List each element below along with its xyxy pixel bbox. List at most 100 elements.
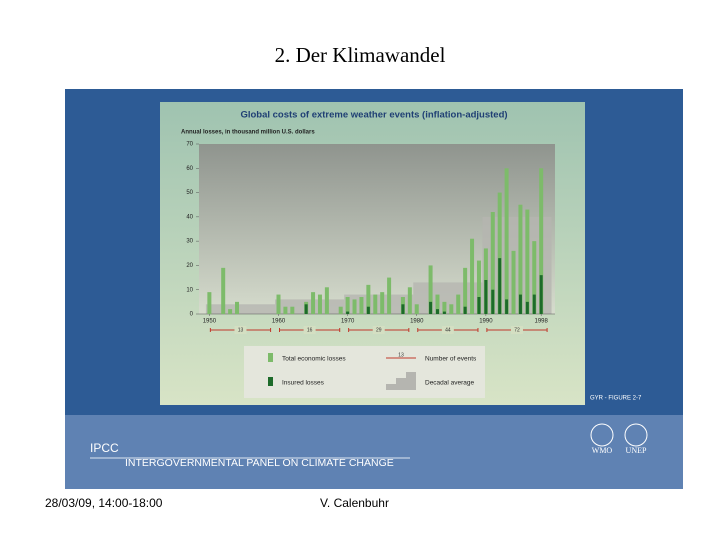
- insured-loss-bar: [429, 301, 433, 314]
- legend-label: Number of events: [425, 356, 477, 363]
- insured-loss-bar: [491, 289, 495, 314]
- total-loss-bar: [407, 287, 412, 314]
- slide-title: 2. Der Klimawandel: [275, 43, 446, 67]
- total-loss-bar: [345, 297, 350, 314]
- total-loss-bar: [532, 241, 537, 314]
- legend-label: Total economic losses: [282, 356, 346, 363]
- ipcc-band: [65, 415, 683, 489]
- y-tick-label: 20: [186, 263, 193, 269]
- insured-loss-bar: [505, 299, 509, 314]
- events-label: 44: [445, 327, 451, 333]
- total-loss-bar: [276, 294, 281, 314]
- events-label-bg: [372, 326, 385, 334]
- y-tick-label: 60: [186, 166, 193, 172]
- x-tick-label: 1980: [410, 319, 424, 325]
- insured-loss-bar: [477, 297, 481, 314]
- total-loss-bar: [359, 297, 364, 314]
- events-label-bg: [510, 326, 523, 334]
- total-loss-bar: [387, 277, 392, 314]
- total-loss-bar: [235, 301, 240, 314]
- total-loss-bar: [338, 306, 343, 314]
- total-loss-bar: [311, 292, 316, 314]
- insured-loss-bar: [401, 304, 405, 314]
- total-loss-bar: [497, 192, 502, 314]
- total-loss-bar: [476, 260, 481, 314]
- events-label: 29: [376, 327, 382, 333]
- y-tick-label: 50: [186, 190, 193, 196]
- y-tick-label: 0: [190, 312, 194, 318]
- total-loss-bar: [428, 265, 433, 314]
- ipcc-name: INTERGOVERNMENTAL PANEL ON CLIMATE CHANG…: [125, 457, 394, 469]
- events-label-bg: [234, 326, 247, 334]
- total-loss-bar: [490, 212, 495, 314]
- footer-author: V. Calenbuhr: [320, 496, 389, 510]
- events-label: 13: [238, 327, 244, 333]
- logo-label: WMO: [592, 446, 613, 455]
- legend-label: Insured losses: [282, 380, 325, 387]
- x-tick-label: 1960: [272, 319, 286, 325]
- x-tick-label: 1950: [203, 319, 217, 325]
- total-loss-bar: [504, 168, 509, 314]
- wmo-logo: [590, 423, 614, 447]
- insured-loss-bar: [463, 306, 467, 314]
- insured-loss-bar: [525, 301, 529, 314]
- events-label: 16: [307, 327, 313, 333]
- y-axis-label: Annual losses, in thousand million U.S. …: [181, 130, 315, 136]
- insured-loss-bar: [484, 280, 488, 314]
- total-loss-bar: [228, 309, 233, 314]
- insured-loss-bar: [532, 294, 536, 314]
- total-loss-bar: [283, 306, 288, 314]
- total-loss-bar: [525, 209, 530, 314]
- legend-label: Decadal average: [425, 380, 475, 387]
- y-tick-label: 10: [186, 287, 193, 293]
- chart-title: Global costs of extreme weather events (…: [240, 110, 507, 121]
- events-label-bg: [441, 326, 454, 334]
- total-loss-bar: [435, 294, 440, 314]
- legend-average-swatch: [386, 372, 416, 390]
- insured-loss-bar: [518, 294, 522, 314]
- unep-logo: [624, 423, 648, 447]
- source: GYR - FIGURE 2-7: [590, 396, 642, 402]
- legend-swatch: [268, 353, 273, 362]
- footer-date: 28/03/09, 14:00-18:00: [45, 496, 163, 510]
- events-label-bg: [303, 326, 316, 334]
- total-loss-bar: [539, 168, 544, 314]
- insured-loss-bar: [539, 275, 543, 314]
- total-loss-bar: [414, 304, 419, 314]
- total-loss-bar: [221, 267, 226, 314]
- total-loss-bar: [317, 294, 322, 314]
- total-loss-bar: [456, 294, 461, 314]
- y-tick-label: 40: [186, 214, 193, 220]
- decadal-average: [205, 304, 276, 314]
- insured-loss-bar: [346, 311, 350, 314]
- total-loss-bar: [449, 304, 454, 314]
- legend-swatch: [268, 377, 273, 386]
- y-tick-label: 30: [186, 239, 193, 245]
- total-loss-bar: [380, 292, 385, 314]
- total-loss-bar: [463, 267, 468, 314]
- total-loss-bar: [470, 238, 475, 314]
- total-loss-bar: [352, 299, 357, 314]
- x-tick-label: 1990: [479, 319, 493, 325]
- total-loss-bar: [366, 284, 371, 314]
- total-loss-bar: [373, 294, 378, 314]
- total-loss-bar: [518, 204, 523, 314]
- total-loss-bar: [324, 287, 329, 314]
- insured-loss-bar: [442, 311, 446, 314]
- legend-events-sample: 13: [398, 352, 404, 358]
- insured-loss-bar: [366, 306, 370, 314]
- legend-box: [244, 346, 485, 398]
- ipcc-acronym: IPCC: [90, 441, 119, 455]
- events-label: 72: [514, 327, 520, 333]
- total-loss-bar: [207, 292, 212, 314]
- total-loss-bar: [290, 306, 295, 314]
- total-loss-bar: [442, 301, 447, 314]
- logo-label: UNEP: [626, 446, 647, 455]
- total-loss-bar: [511, 250, 516, 314]
- y-tick-label: 70: [186, 142, 193, 148]
- x-tick-label: 1970: [341, 319, 355, 325]
- insured-loss-bar: [435, 309, 439, 314]
- insured-loss-bar: [498, 258, 502, 314]
- x-tick-label: 1998: [534, 319, 548, 325]
